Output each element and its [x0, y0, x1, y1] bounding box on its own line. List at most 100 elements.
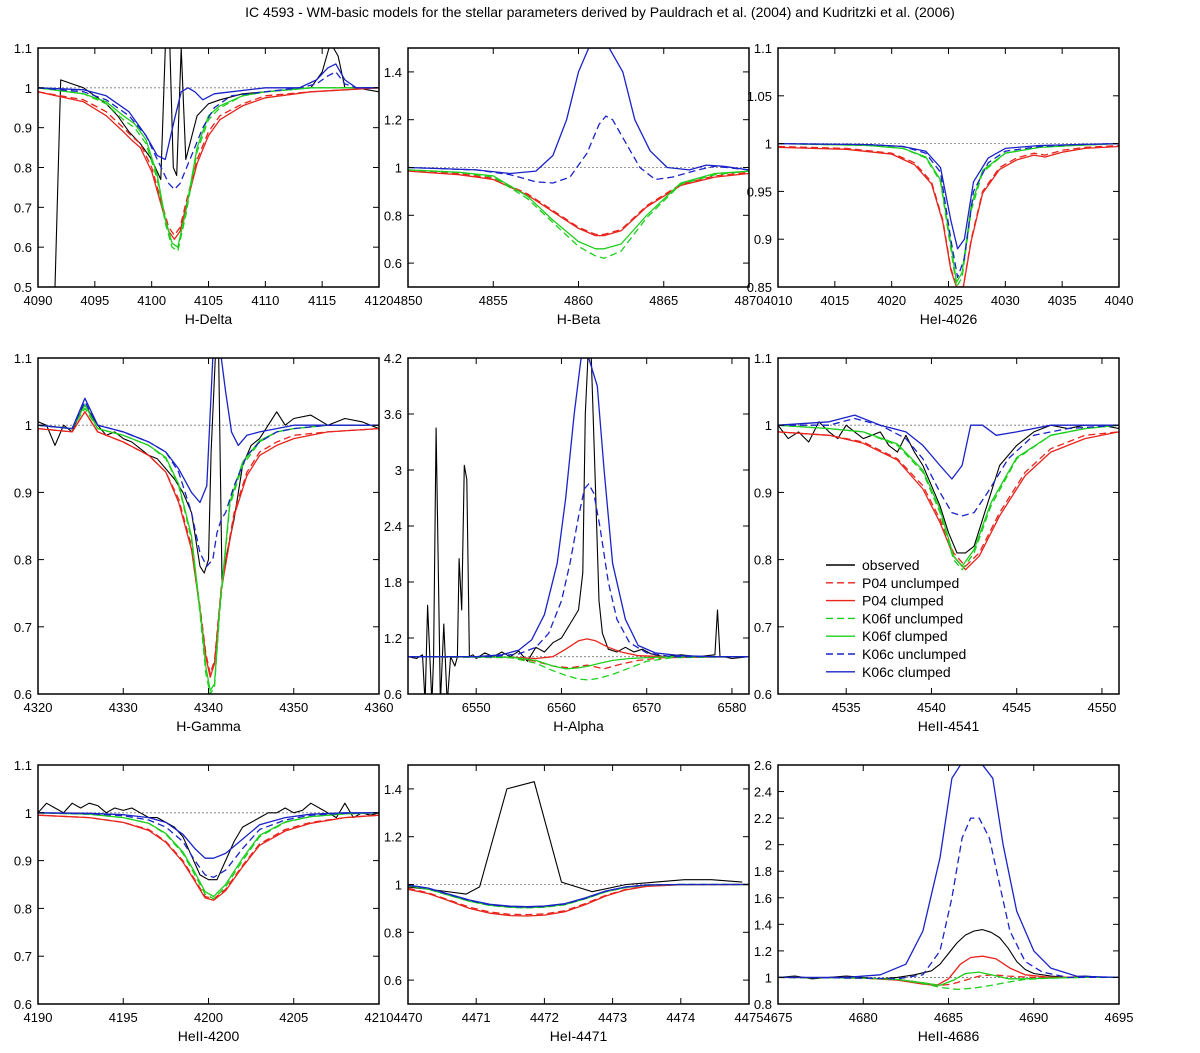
series-p04-unclumped — [778, 431, 1119, 567]
series-k06c-unclumped — [408, 115, 749, 184]
series-k06c-unclumped — [38, 812, 379, 878]
y-tick-label: 0.7 — [14, 200, 32, 215]
x-axis-label: H-Alpha — [553, 718, 604, 734]
y-tick-label: 1.2 — [384, 113, 402, 128]
legend-label: P04 unclumped — [862, 575, 959, 591]
x-tick-label: 4035 — [1048, 293, 1077, 308]
x-tick-label: 4860 — [564, 293, 593, 308]
series-p04-unclumped — [408, 656, 749, 670]
series-p04-unclumped — [778, 144, 1119, 287]
series-k06f-clumped — [778, 424, 1119, 567]
legend-label: P04 clumped — [862, 593, 944, 609]
series-k06c-clumped — [408, 358, 749, 658]
y-tick-label: 0.8 — [384, 208, 402, 223]
series-k06c-unclumped — [408, 483, 749, 658]
y-tick-label: 1.2 — [384, 631, 402, 646]
x-tick-label: 4010 — [764, 293, 793, 308]
y-tick-label: 0.6 — [384, 973, 402, 988]
figure-title: IC 4593 - WM-basic models for the stella… — [245, 4, 955, 20]
y-tick-label: 1 — [25, 806, 32, 821]
x-tick-label: 4695 — [1105, 1010, 1134, 1025]
x-tick-label: 4870 — [735, 293, 764, 308]
y-tick-label: 0.8 — [14, 553, 32, 568]
y-tick-label: 0.9 — [754, 232, 772, 247]
series-k06f-unclumped — [778, 142, 1119, 287]
y-tick-label: 1.2 — [384, 830, 402, 845]
series-k06c-unclumped — [778, 142, 1119, 279]
series-observed — [778, 421, 1119, 554]
panel-h-delta: 4090 4095 4100 4105 4110 4115 4120 0.5 0.6 0.7 0.8… — [14, 41, 394, 327]
x-tick-label: 4470 — [394, 1010, 423, 1025]
x-tick-label: 4473 — [598, 1010, 627, 1025]
y-tick-label: 0.6 — [384, 687, 402, 702]
series-p04-unclumped — [778, 974, 1119, 987]
x-axis-label: H-Delta — [185, 311, 233, 327]
series-p04-clumped — [38, 814, 379, 901]
y-tick-label: 1 — [765, 970, 772, 985]
x-tick-label: 4105 — [194, 293, 223, 308]
y-tick-label: 1.8 — [384, 575, 402, 590]
plot-frame — [37, 47, 380, 288]
y-tick-label: 2.2 — [754, 811, 772, 826]
series-p04-clumped — [408, 883, 749, 917]
panel-hei-4026: 4010 4015 4020 4025 4030 4035 4040 0.85 0.9 0.95 1… — [747, 41, 1134, 327]
panel-heii-4541: 4535 4540 4545 4550 0.6 0.7 0.8 0.9 1 1.1 HeII-454… — [754, 351, 1120, 734]
x-tick-label: 4865 — [649, 293, 678, 308]
y-tick-label: 0.6 — [14, 240, 32, 255]
x-tick-label: 4095 — [80, 293, 109, 308]
y-tick-label: 4.2 — [384, 351, 402, 366]
series-p04-clumped — [778, 145, 1119, 287]
series-k06c-clumped — [408, 883, 749, 908]
x-tick-label: 4685 — [934, 1010, 963, 1025]
panel-heii-4686: 4675 4680 4685 4690 4695 0.8 1 1.2 1.4 1.6 1.8 2 2.2… — [754, 758, 1134, 1044]
x-tick-label: 4550 — [1087, 700, 1116, 715]
x-tick-label: 6560 — [547, 700, 576, 715]
x-tick-label: 4855 — [479, 293, 508, 308]
x-tick-label: 4850 — [394, 293, 423, 308]
y-tick-label: 1.8 — [754, 864, 772, 879]
series-k06c-unclumped — [778, 417, 1119, 517]
x-tick-label: 4040 — [1105, 293, 1134, 308]
panel-hei-4471: 4470 4471 4472 4473 4474 4475 0.6 0.8 1 1.2 1.4 HeI… — [384, 764, 763, 1044]
legend-label: K06c unclumped — [862, 646, 966, 662]
series-observed — [408, 358, 749, 694]
series-observed — [778, 929, 1119, 980]
series-k06f-unclumped — [778, 424, 1119, 571]
x-tick-label: 4090 — [24, 293, 53, 308]
x-tick-label: 4320 — [24, 700, 53, 715]
y-tick-label: 1.1 — [754, 41, 772, 56]
x-tick-label: 4210 — [365, 1010, 394, 1025]
x-tick-label: 4690 — [1019, 1010, 1048, 1025]
y-tick-label: 1.1 — [14, 351, 32, 366]
series-k06c-clumped — [408, 48, 749, 175]
y-tick-label: 0.8 — [14, 901, 32, 916]
legend-label: K06c clumped — [862, 664, 951, 680]
y-tick-label: 0.9 — [14, 485, 32, 500]
x-tick-label: 4100 — [137, 293, 166, 308]
y-tick-label: 2.6 — [754, 758, 772, 773]
series-observed — [38, 358, 379, 588]
series-k06f-clumped — [408, 169, 749, 250]
series-k06c-clumped — [38, 812, 379, 859]
series-p04-clumped — [778, 955, 1119, 987]
panel-h-alpha: 6550 6560 6570 6580 0.6 1.2 1.8 2.4 3 3.6 4.2 H-Alp… — [384, 351, 750, 734]
y-tick-label: 1.1 — [14, 758, 32, 773]
x-tick-label: 6550 — [462, 700, 491, 715]
series-p04-clumped — [38, 87, 379, 240]
y-tick-label: 0.7 — [14, 949, 32, 964]
panel-h-gamma: 4320 4330 4340 4350 4360 0.6 0.7 0.8 0.9 1 1.1 H-Ga… — [14, 351, 394, 734]
y-tick-label: 1.4 — [384, 782, 402, 797]
y-tick-label: 1.2 — [754, 944, 772, 959]
x-tick-label: 4190 — [24, 1010, 53, 1025]
x-axis-label: HeII-4541 — [918, 718, 980, 734]
y-tick-label: 1 — [395, 878, 402, 893]
x-tick-label: 4200 — [194, 1010, 223, 1025]
series-p04-unclumped — [408, 883, 749, 916]
series-k06f-clumped — [38, 404, 379, 692]
x-tick-label: 4474 — [666, 1010, 695, 1025]
y-tick-label: 0.6 — [14, 687, 32, 702]
y-tick-label: 1 — [395, 161, 402, 176]
y-tick-label: 1.1 — [754, 351, 772, 366]
